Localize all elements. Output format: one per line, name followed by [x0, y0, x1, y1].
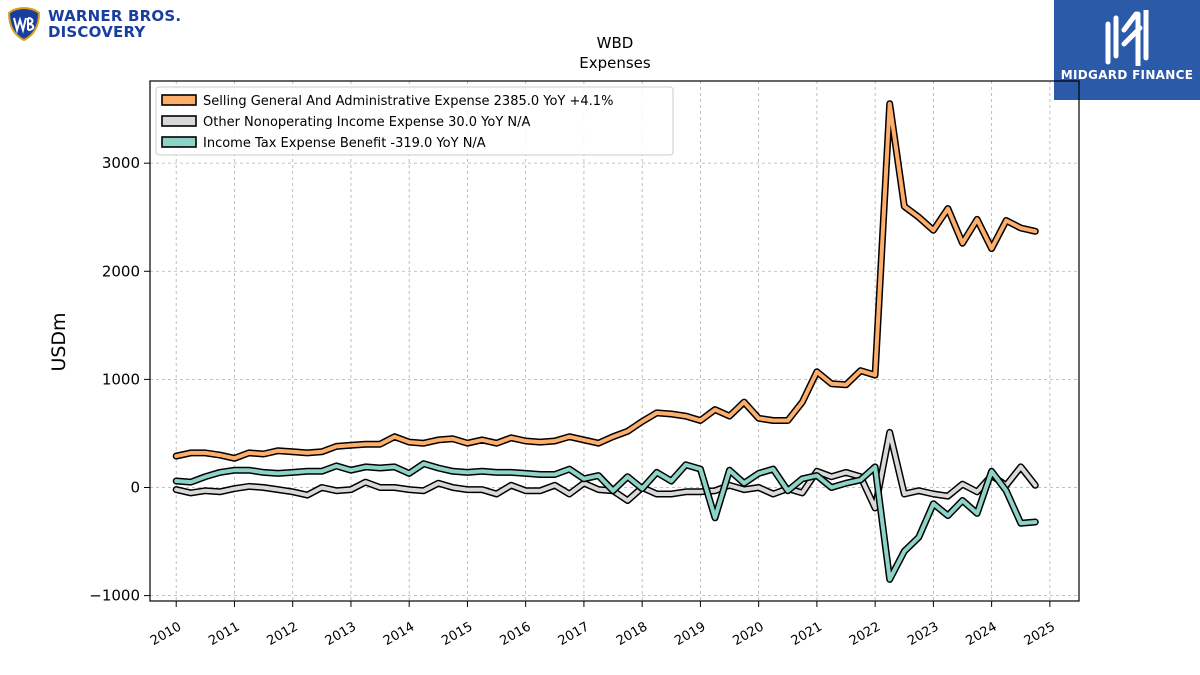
x-tick-label: 2010 — [148, 619, 184, 649]
x-tick-label: 2021 — [789, 619, 825, 649]
plot-frame — [149, 80, 1080, 602]
x-tick-label: 2022 — [847, 619, 883, 649]
series-line-outline — [172, 100, 1039, 462]
legend-box — [155, 86, 674, 156]
legend-swatch — [161, 115, 197, 127]
x-tick-label: 2017 — [556, 619, 592, 649]
y-tick-label: 2000 — [102, 262, 140, 280]
wb-shield-icon — [7, 6, 41, 42]
chart-title: WBD — [597, 34, 634, 52]
midgard-mark-icon — [1105, 10, 1149, 66]
x-tick-label: 2019 — [672, 619, 708, 649]
x-tick-label: 2018 — [614, 619, 650, 649]
x-axis: 2010 2011 2012 2013 2014 2015 2016 2017 2018 2019… — [148, 601, 1058, 649]
x-tick-label: 2023 — [905, 619, 941, 649]
x-tick-label: 2020 — [730, 619, 766, 649]
grid — [150, 81, 1079, 601]
wb-logo-line1: WARNER BROS. — [48, 7, 182, 25]
legend-label: Other Nonoperating Income Expense 30.0 Y… — [203, 115, 531, 130]
y-axis: −1000 0 1000 2000 3000 — [89, 154, 150, 605]
x-tick-label: 2016 — [498, 619, 534, 649]
x-tick-label: 2011 — [206, 619, 242, 649]
series-line — [174, 461, 1038, 582]
y-tick-label: 1000 — [102, 370, 140, 388]
midgard-finance-logo: MIDGARD FINANCE — [1054, 0, 1200, 100]
legend-label: Selling General And Administrative Expen… — [203, 94, 613, 109]
midgard-finance-text: MIDGARD FINANCE — [1060, 68, 1194, 82]
x-tick-label: 2014 — [381, 619, 417, 649]
y-tick-label: −1000 — [89, 587, 140, 605]
legend-swatch — [161, 94, 197, 106]
x-tick-label: 2015 — [439, 619, 475, 649]
y-tick-label: 3000 — [102, 154, 140, 172]
y-axis-label: USDm — [48, 312, 70, 371]
series-line — [174, 430, 1038, 510]
x-tick-label: 2013 — [323, 619, 359, 649]
wb-logo-text: WARNER BROS. DISCOVERY — [48, 8, 181, 40]
legend-swatch — [161, 136, 197, 148]
legend: Selling General And Administrative Expen… — [155, 86, 674, 156]
chart-subtitle: Expenses — [579, 54, 651, 72]
x-tick-label: 2012 — [265, 619, 301, 649]
x-tick-label: 2024 — [963, 619, 999, 649]
legend-label: Income Tax Expense Benefit -319.0 YoY N/… — [203, 136, 486, 151]
x-tick-label: 2025 — [1022, 619, 1058, 649]
series-lines — [172, 100, 1039, 583]
wb-logo-line2: DISCOVERY — [48, 23, 146, 41]
warner-bros-discovery-logo: WARNER BROS. DISCOVERY — [6, 6, 181, 42]
series-line — [174, 101, 1038, 461]
y-tick-label: 0 — [130, 478, 140, 496]
